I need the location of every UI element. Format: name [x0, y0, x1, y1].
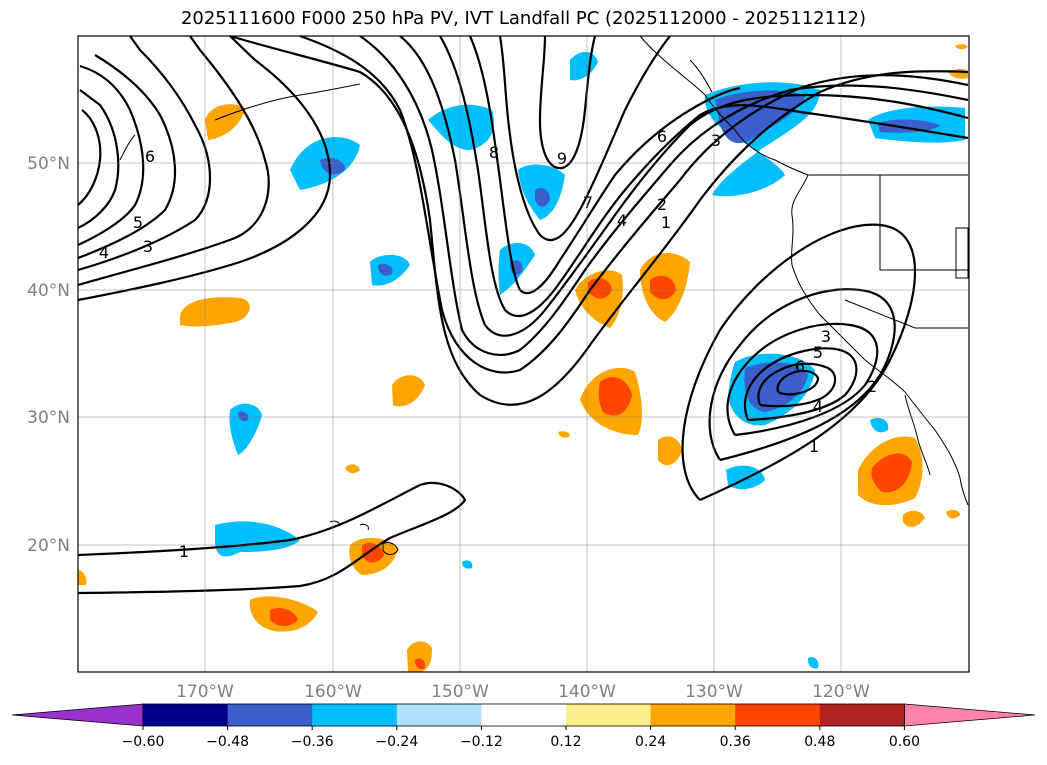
colorbar-segment	[227, 704, 313, 726]
contour-label: 2	[657, 195, 667, 214]
contour-label: 3	[821, 327, 831, 346]
lat-label: 30°N	[27, 408, 70, 428]
colorbar-outline	[142, 703, 905, 727]
contour-label: 6	[145, 147, 155, 166]
colorbar-segment	[819, 704, 905, 726]
contour-label: 1	[179, 542, 189, 561]
colorbar-tick-label: 0.12	[550, 734, 581, 750]
contour-label: 8	[489, 143, 499, 162]
contour-label: 3	[711, 131, 721, 150]
colorbar-tick-label: 0.60	[889, 734, 920, 750]
lat-label: 20°N	[27, 536, 70, 556]
contour-label: 5	[813, 343, 823, 362]
contour-label: 5	[133, 213, 143, 232]
colorbar-tick-label: −0.36	[291, 734, 334, 750]
contour-label: 6	[795, 357, 805, 376]
lon-label: 140°W	[558, 682, 616, 702]
colorbar-segment	[143, 704, 229, 726]
map-frame-bg	[78, 36, 969, 672]
lat-label: 50°N	[27, 154, 70, 174]
gridlines	[78, 36, 969, 672]
contour-label: 9	[557, 149, 567, 168]
colorbar-extend-left	[11, 703, 144, 727]
contour-labels: 1 1 2 3 4 5 6 7 8 9 6 4 3 3 5 6 4 2 1	[99, 127, 877, 561]
latitude-labels: 50°N 40°N 30°N 20°N	[27, 154, 70, 556]
colorbar-segment	[650, 704, 736, 726]
lon-label: 120°W	[812, 682, 870, 702]
colorbar-segment	[396, 704, 482, 726]
colorbar-tick-label: −0.12	[460, 734, 503, 750]
colorbar-tick-label: −0.24	[375, 734, 418, 750]
colorbar-segment	[566, 704, 652, 726]
coastlines	[119, 35, 969, 555]
longitude-labels: 170°W 160°W 150°W 140°W 130°W 120°W	[176, 682, 870, 702]
lon-label: 130°W	[685, 682, 743, 702]
colorbar-segment	[312, 704, 398, 726]
colorbar-tick-label: −0.48	[206, 734, 249, 750]
contour-label: 2	[867, 377, 877, 396]
lon-label: 160°W	[304, 682, 362, 702]
colorbar-segment	[481, 704, 567, 726]
contour-label: 4	[617, 211, 627, 230]
colorbar: −0.60 −0.48 −0.36 −0.24 −0.12 0.12 0.24 0.36 0.4…	[11, 703, 1036, 750]
contour-label: 3	[143, 237, 153, 256]
map-title: 2025111600 F000 250 hPa PV, IVT Landfall…	[180, 8, 867, 29]
lon-label: 150°W	[431, 682, 489, 702]
lon-label: 170°W	[176, 682, 234, 702]
lat-label: 40°N	[27, 281, 70, 301]
contour-label: 4	[813, 397, 823, 416]
contour-label: 4	[99, 243, 109, 262]
colorbar-extend-right	[904, 703, 1036, 727]
colorbar-tick-label: 0.36	[720, 734, 751, 750]
colorbar-segment	[735, 704, 821, 726]
colorbar-tick-label: −0.60	[122, 734, 165, 750]
contour-label: 1	[661, 213, 671, 232]
map-frame	[77, 35, 970, 673]
contour-label: 7	[583, 193, 593, 212]
contour-label: 1	[809, 437, 819, 456]
colorbar-tick-label: 0.24	[635, 734, 666, 750]
colorbar-tick-label: 0.48	[804, 734, 835, 750]
contour-label: 6	[657, 127, 667, 146]
